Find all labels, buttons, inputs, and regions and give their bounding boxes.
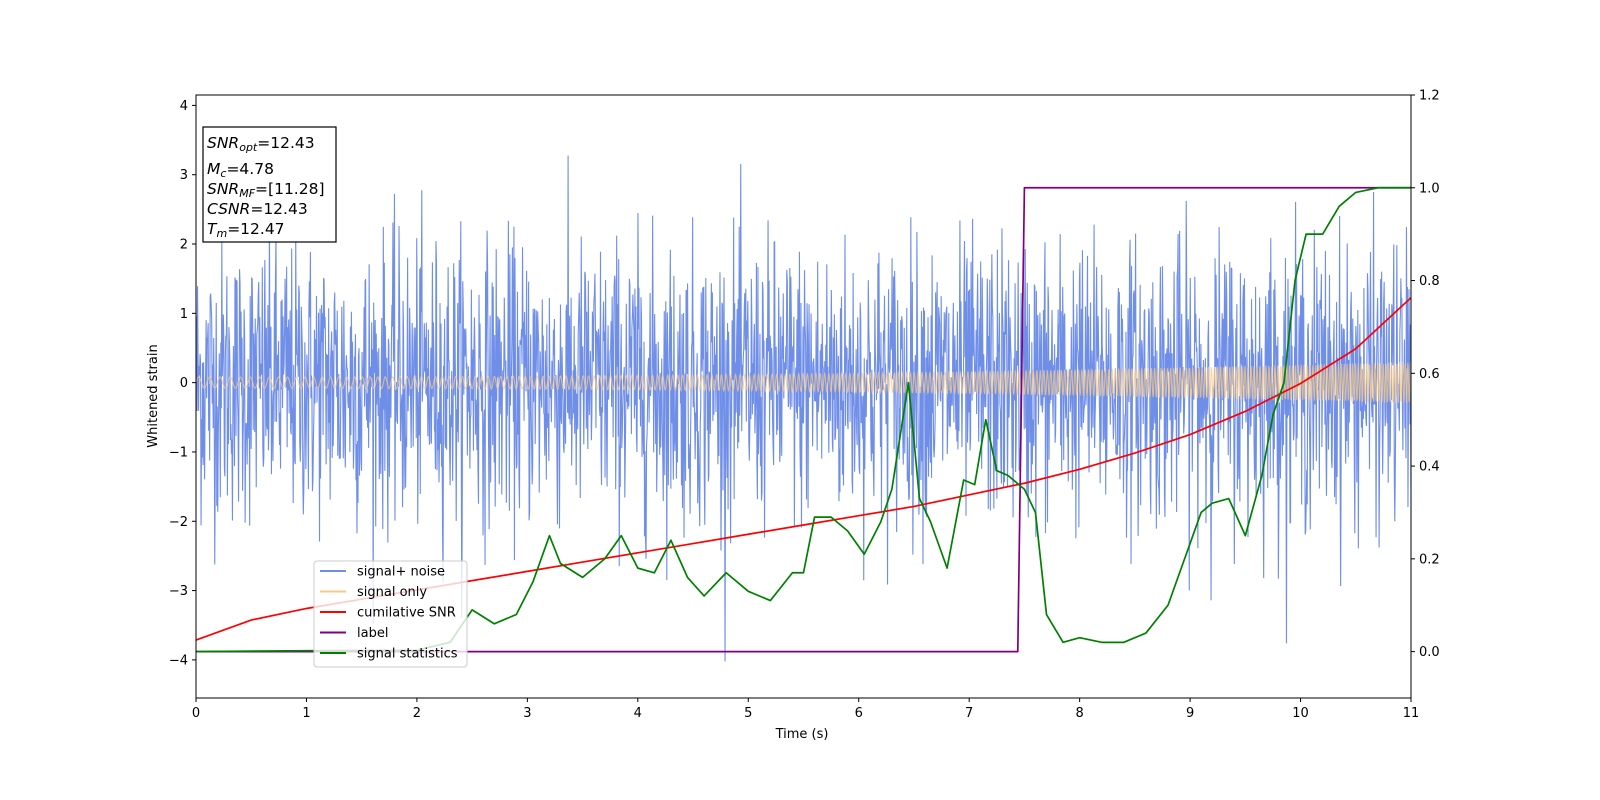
x-tick-label: 8 xyxy=(1075,706,1083,721)
plot-frame xyxy=(195,94,1412,699)
y2-tick-label: 0.2 xyxy=(1419,552,1440,567)
legend-label: signal only xyxy=(357,585,427,600)
x-tick-label: 5 xyxy=(744,706,752,721)
x-tick-label: 0 xyxy=(192,706,200,721)
legend-label: signal+ noise xyxy=(357,565,445,580)
y-tick-label: −4 xyxy=(169,653,188,668)
series-signal-noise-line xyxy=(196,155,1411,662)
x-tick-label: 3 xyxy=(523,706,531,721)
x-tick-label: 10 xyxy=(1292,706,1309,721)
y2-tick-label: 0.6 xyxy=(1419,367,1440,382)
y-tick-label: 4 xyxy=(180,99,188,114)
legend-label: label xyxy=(357,626,388,641)
y-tick-label: 2 xyxy=(180,238,188,253)
series-signal-only-line xyxy=(196,361,1411,404)
y2-tick-label: 0.4 xyxy=(1419,460,1440,475)
x-tick-label: 9 xyxy=(1186,706,1194,721)
annotation-box: SNRopt=12.43Mc=4.78SNRMF=[11.28]CSNR=12.… xyxy=(202,126,337,243)
legend: signal+ noise signal only cumilative SNR la… xyxy=(313,560,468,668)
annotation-line: SNRMF=[11.28] xyxy=(207,180,325,200)
annotation-value: =4.78 xyxy=(226,160,274,178)
series-label-line xyxy=(196,186,1411,653)
annotation-symbol: SNR xyxy=(207,134,239,152)
y-axis-label: Whitened strain xyxy=(146,344,161,447)
x-tick-label: 11 xyxy=(1403,706,1420,721)
y-tick-label: 0 xyxy=(180,376,188,391)
y2-tick-label: 0.8 xyxy=(1419,274,1440,289)
ticks-layer: 0 1 2 3 4 5 6 7 8 9 10 11 −4 −3 −2 −1 0 1 2 3 4 0.0 0.2 0.4 0.6 0… xyxy=(169,89,1440,722)
y-tick-label: 3 xyxy=(180,168,188,183)
y-tick-label: 1 xyxy=(180,307,188,322)
annotation-symbol: M xyxy=(207,160,220,178)
annotation-subscript: m xyxy=(216,227,227,240)
y2-tick-label: 1.0 xyxy=(1419,181,1440,196)
x-tick-label: 7 xyxy=(965,706,973,721)
series-signal-statistics-line xyxy=(196,186,1411,653)
annotation-line: Tm=12.47 xyxy=(207,220,285,240)
x-tick-label: 1 xyxy=(302,706,310,721)
annotation-frame xyxy=(202,126,337,243)
y2-tick-label: 1.2 xyxy=(1419,89,1440,104)
annotation-subscript: c xyxy=(220,167,226,180)
annotation-value: =12.43 xyxy=(250,200,307,218)
annotation-line: Mc=4.78 xyxy=(207,160,274,180)
x-tick-label: 2 xyxy=(413,706,421,721)
annotation-subscript: MF xyxy=(239,187,255,200)
y-tick-label: −3 xyxy=(169,584,188,599)
series-layer xyxy=(196,155,1411,662)
y2-tick-label: 0.0 xyxy=(1419,645,1440,660)
x-tick-label: 4 xyxy=(634,706,642,721)
y-tick-label: −1 xyxy=(169,445,188,460)
y-tick-label: −2 xyxy=(169,515,188,530)
x-tick-label: 6 xyxy=(855,706,863,721)
legend-label: cumilative SNR xyxy=(357,606,456,621)
annotation-line: SNRopt=12.43 xyxy=(207,134,315,154)
annotation-line: CSNR=12.43 xyxy=(207,200,308,218)
annotation-value: =12.43 xyxy=(257,134,314,152)
legend-frame xyxy=(313,560,468,668)
legend-label: signal statistics xyxy=(357,647,458,662)
annotation-symbol: SNR xyxy=(207,180,239,198)
annotation-value: =12.47 xyxy=(227,220,284,238)
annotation-symbol: T xyxy=(207,220,218,238)
annotation-value: =[11.28] xyxy=(255,180,324,198)
annotation-symbol: CSNR xyxy=(207,200,250,218)
annotation-subscript: opt xyxy=(239,141,258,154)
x-axis-label: Time (s) xyxy=(775,727,829,742)
